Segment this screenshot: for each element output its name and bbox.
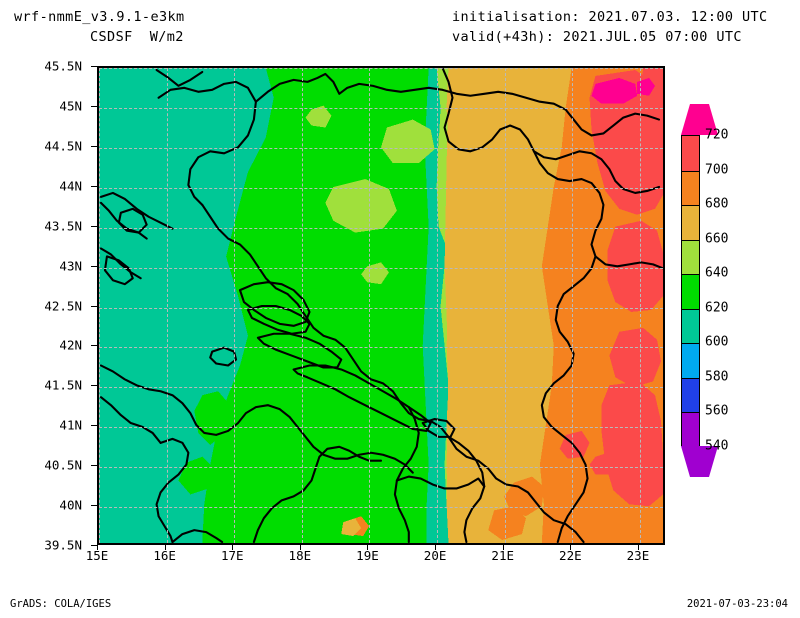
x-axis-tick (164, 545, 166, 550)
x-axis-label: 20E (423, 548, 447, 563)
colorbar-tick-label: 700 (705, 162, 729, 178)
y-axis-label: 44N (59, 178, 82, 194)
y-axis-tick (91, 225, 97, 227)
colorbar-divider (682, 170, 699, 172)
colorbar-tick-label: 720 (705, 127, 729, 143)
colorbar-tick-label: 560 (705, 403, 729, 419)
x-axis-tick (299, 545, 301, 550)
x-axis-tick (502, 545, 504, 550)
colorbar-tick-label: 580 (705, 369, 729, 385)
x-axis-tick (435, 545, 437, 550)
colorbar-segment (682, 274, 699, 310)
x-axis-tick (232, 545, 234, 550)
y-axis-tick (91, 425, 97, 427)
x-axis-tick (637, 545, 639, 550)
x-axis-tick (367, 545, 369, 550)
header-variable: CSDSF W/m2 (90, 29, 184, 45)
map-plot-area[interactable] (97, 66, 665, 545)
colorbar-tick-label: 680 (705, 196, 729, 212)
colorbar-divider (682, 274, 699, 276)
colorbar-tick-label: 640 (705, 265, 729, 281)
colorbar-divider (682, 308, 699, 310)
y-axis-tick (91, 545, 97, 546)
colorbar-tick-label: 660 (705, 231, 729, 247)
y-axis-label: 40N (59, 497, 82, 513)
y-axis-tick (91, 145, 97, 147)
y-axis-tick (91, 265, 97, 267)
colorbar[interactable] (681, 135, 700, 448)
colorbar-segment (682, 377, 699, 414)
colorbar-divider (682, 343, 699, 345)
y-axis-tick (91, 105, 97, 107)
x-axis-label: 23E (626, 548, 650, 563)
colorbar-segment (682, 239, 699, 275)
x-axis-label: 19E (356, 548, 379, 563)
colorbar-segment (682, 170, 699, 206)
x-axis-label: 21E (491, 548, 514, 563)
footer-credit: GrADS: COLA/IGES (10, 598, 112, 610)
x-axis-label: 17E (220, 548, 244, 563)
colorbar-divider (682, 377, 699, 379)
header-valid-time: valid(+43h): 2021.JUL.05 07:00 UTC (452, 29, 742, 45)
colorbar-segment (682, 343, 699, 379)
colorbar-segment (682, 205, 699, 241)
y-axis-tick (91, 505, 97, 507)
colorbar-divider (682, 239, 699, 241)
x-axis-label: 15E (85, 548, 109, 563)
x-axis-label: 22E (559, 548, 582, 563)
y-axis-tick (91, 465, 97, 467)
y-axis-label: 40.5N (44, 457, 82, 473)
x-axis-label: 18E (288, 548, 312, 563)
colorbar-segment (682, 412, 699, 448)
y-axis-label: 42N (59, 337, 82, 353)
y-axis-label: 41.5N (44, 377, 82, 393)
y-axis-label: 45N (59, 98, 82, 114)
colorbar-arrow-bottom (681, 446, 718, 477)
y-axis-tick (91, 185, 97, 187)
y-axis-label: 39.5N (44, 537, 82, 553)
colorbar-tick-label: 620 (705, 300, 729, 316)
colorbar-divider (682, 205, 699, 207)
y-axis-label: 44.5N (44, 138, 82, 154)
y-axis-label: 43.5N (44, 218, 82, 234)
x-axis-tick (570, 545, 572, 550)
x-axis-tick (97, 545, 98, 550)
y-axis-label: 43N (59, 258, 82, 274)
y-axis-tick (91, 385, 97, 387)
colorbar-segment (682, 308, 699, 344)
colorbar-tick-label: 600 (705, 334, 729, 350)
y-axis-tick (91, 66, 97, 67)
y-axis-label: 42.5N (44, 298, 82, 313)
colorbar-tick-label: 540 (705, 438, 729, 454)
header-model-title: wrf-nmmE_v3.9.1-e3km (14, 9, 185, 25)
colorbar-segment (682, 136, 699, 172)
y-axis-tick (91, 305, 97, 307)
y-axis-label: 41N (59, 417, 82, 433)
y-axis-tick (91, 345, 97, 347)
y-axis-label: 45.5N (44, 58, 82, 74)
colorbar-arrow-top (681, 104, 718, 135)
colorbar-divider (682, 412, 699, 414)
header-initialisation: initialisation: 2021.07.03. 12:00 UTC (452, 9, 768, 25)
x-axis-label: 16E (153, 548, 176, 563)
contour-field (99, 68, 663, 543)
footer-timestamp: 2021-07-03-23:04 (686, 598, 788, 610)
